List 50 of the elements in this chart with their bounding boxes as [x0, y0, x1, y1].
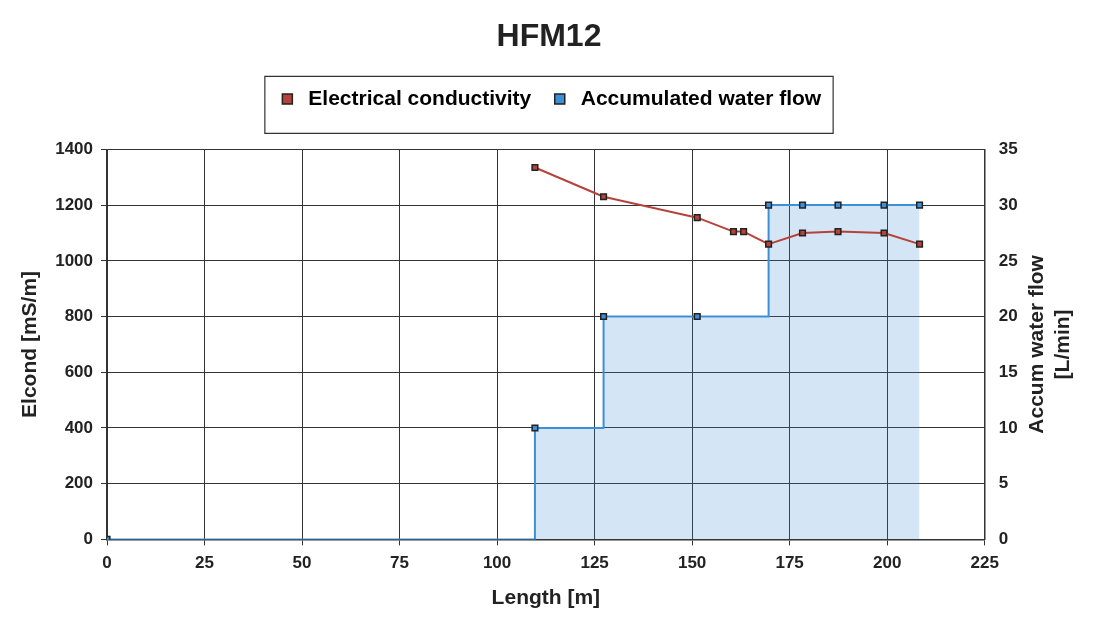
point — [729, 228, 738, 236]
y2-tick-label: 35 — [998, 139, 1018, 159]
y-axis-title: Elcond [mS/m] — [17, 270, 41, 418]
legend-label: Electrical conductivity — [308, 85, 532, 109]
y2-tick-label: 30 — [998, 194, 1018, 214]
y-tick-label: 1400 — [55, 139, 94, 159]
point — [693, 312, 701, 321]
y2-tick-label: 25 — [998, 250, 1018, 270]
x-tick-label: 150 — [677, 553, 707, 573]
y-tick-label: 1200 — [55, 194, 94, 214]
y2-tick-label: 5 — [998, 473, 1009, 493]
y-tick-label: 1000 — [55, 250, 94, 270]
point — [765, 201, 773, 209]
point — [834, 201, 842, 209]
y2-tick-label: 20 — [998, 306, 1018, 326]
x-tick-label: 100 — [482, 553, 512, 573]
point — [740, 228, 748, 236]
point — [915, 201, 924, 209]
point — [765, 240, 773, 248]
point — [600, 312, 608, 321]
y-tick-label: 0 — [83, 529, 94, 549]
y2-tick-label: 15 — [998, 361, 1018, 381]
point — [915, 240, 924, 248]
y2-axis-title: Accum water flow [L/min] — [1023, 254, 1073, 434]
y-tick-label: 800 — [64, 306, 94, 326]
y-tick-label: 200 — [64, 473, 94, 493]
x-tick-label: 225 — [970, 553, 999, 573]
y2-tick-label: 0 — [998, 529, 1009, 549]
x-tick-label: 175 — [775, 553, 804, 573]
y-tick-label: 400 — [64, 417, 94, 437]
x-tick-label: 50 — [292, 553, 312, 573]
chart-title: HFM12 — [496, 17, 602, 54]
legend-label: Accumulated water flow — [580, 85, 822, 109]
x-tick-label: 75 — [390, 553, 410, 573]
point — [880, 201, 888, 209]
point — [531, 424, 539, 432]
x-axis-title: Length [m] — [491, 585, 601, 609]
point — [531, 163, 539, 172]
point — [798, 229, 807, 237]
x-tick-label: 0 — [102, 553, 112, 573]
y-tick-label: 600 — [64, 361, 94, 381]
x-tick-label: 125 — [580, 553, 609, 573]
y2-tick-label: 10 — [998, 417, 1018, 437]
x-tick-label: 25 — [195, 553, 214, 573]
point — [693, 214, 701, 222]
point — [880, 229, 888, 237]
point — [798, 201, 807, 209]
point — [600, 193, 608, 201]
x-tick-label: 200 — [872, 553, 902, 573]
point — [834, 228, 842, 236]
